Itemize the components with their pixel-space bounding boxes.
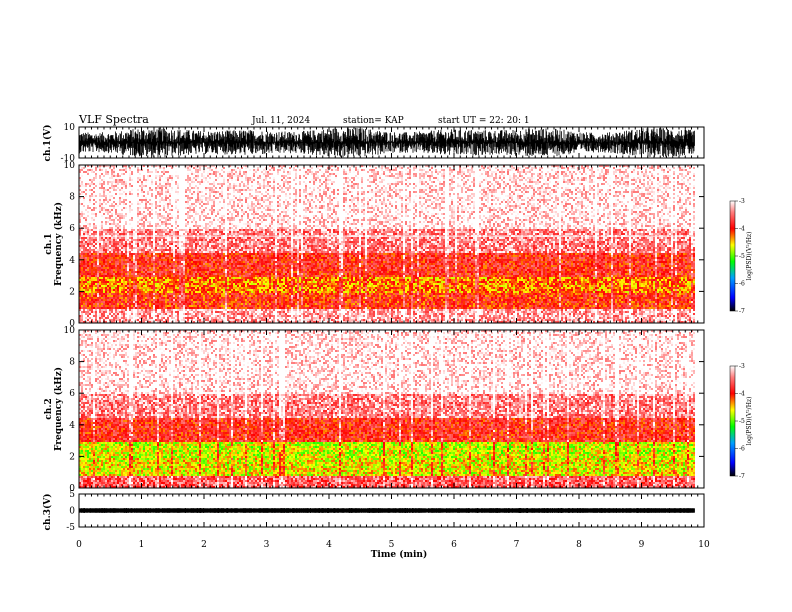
cb1-tick-label: -5 bbox=[739, 253, 745, 260]
ch3-y-tick-label: -5 bbox=[66, 523, 75, 533]
x-axis-label: Time (min) bbox=[371, 549, 428, 560]
cb2-tick-label: -4 bbox=[739, 391, 745, 398]
x-tick-label: 10 bbox=[698, 540, 710, 550]
ch2-channel-text: ch.2 bbox=[44, 398, 54, 419]
x-tick-label: 2 bbox=[201, 540, 207, 550]
x-tick-label: 4 bbox=[326, 540, 332, 550]
cb2-tick-label: -6 bbox=[739, 446, 745, 453]
ch2-frequency-label: ch.2 Frequency (kHz) bbox=[44, 367, 64, 451]
station-label: station= KAP bbox=[343, 116, 404, 126]
date-label: Jul. 11, 2024 bbox=[251, 116, 310, 126]
ch1-channel-text: ch.1 bbox=[44, 233, 54, 254]
cb1-title: log(PSD)(V²/Hz) bbox=[746, 232, 753, 281]
vlf-figure: VLF Spectra Jul. 11, 2024 station= KAP s… bbox=[0, 0, 792, 612]
spec1-cells bbox=[79, 165, 695, 323]
cb2-title: log(PSD)(V²/Hz) bbox=[746, 397, 753, 446]
cb1-tick-label: -4 bbox=[739, 226, 745, 233]
spec1-y-tick-label: 8 bbox=[69, 193, 75, 203]
x-tick-label: 5 bbox=[389, 540, 395, 550]
ch1-freq-text: Frequency (kHz) bbox=[53, 202, 64, 286]
ch3-y-tick-label: 5 bbox=[69, 490, 75, 500]
cb1-tick-label: -3 bbox=[739, 198, 745, 205]
spec1-y-tick-label: 2 bbox=[69, 287, 75, 297]
start-time-label: start UT = 22: 20: 1 bbox=[438, 116, 530, 126]
x-tick-label: 6 bbox=[451, 540, 457, 550]
spec2-y-tick-label: 8 bbox=[69, 358, 75, 368]
spec2-y-tick-label: 4 bbox=[69, 421, 75, 431]
cb1-tick-label: -7 bbox=[739, 308, 745, 315]
cb1-tick-label: -6 bbox=[739, 281, 745, 288]
x-tick-label: 0 bbox=[76, 540, 82, 550]
spec1-y-tick-label: 10 bbox=[64, 161, 76, 171]
ch1-y-tick-label: 10 bbox=[64, 123, 76, 133]
ch3-y-tick-label: 0 bbox=[69, 507, 75, 517]
x-tick-label: 3 bbox=[264, 540, 270, 550]
cb2-tick-label: -5 bbox=[739, 418, 745, 425]
ch1-frequency-label: ch.1 Frequency (kHz) bbox=[44, 202, 64, 286]
ch1-colorbar: -3 -4 -5 -6 -7 log(PSD)(V²/Hz) bbox=[730, 198, 753, 315]
ch1-waveform-panel: 10-10 bbox=[61, 123, 705, 164]
spec1-y-tick-label: 4 bbox=[69, 256, 75, 266]
spec2-cells bbox=[79, 330, 695, 488]
x-tick-label: 8 bbox=[576, 540, 582, 550]
spec1-y-tick-label: 6 bbox=[69, 224, 75, 234]
cb2-tick-label: -3 bbox=[739, 363, 745, 370]
ch2-colorbar: -3 -4 -5 -6 -7 log(PSD)(V²/Hz) bbox=[730, 363, 753, 480]
ch2-freq-text: Frequency (kHz) bbox=[53, 367, 64, 451]
ch3-waveform-trace bbox=[79, 508, 695, 513]
cb2-gradient bbox=[730, 366, 735, 476]
spec2-y-tick-label: 2 bbox=[69, 452, 75, 462]
cb1-gradient bbox=[730, 201, 735, 311]
x-tick-label: 1 bbox=[139, 540, 145, 550]
cb2-tick-label: -7 bbox=[739, 473, 745, 480]
figure-title: VLF Spectra bbox=[78, 113, 149, 126]
spec2-y-tick-label: 6 bbox=[69, 389, 75, 399]
x-tick-label: 9 bbox=[639, 540, 645, 550]
ch1-voltage-label: ch.1(V) bbox=[42, 125, 53, 162]
x-tick-label: 7 bbox=[514, 540, 520, 550]
spec2-y-tick-label: 10 bbox=[64, 326, 76, 336]
ch3-voltage-label: ch.3(V) bbox=[42, 494, 53, 531]
